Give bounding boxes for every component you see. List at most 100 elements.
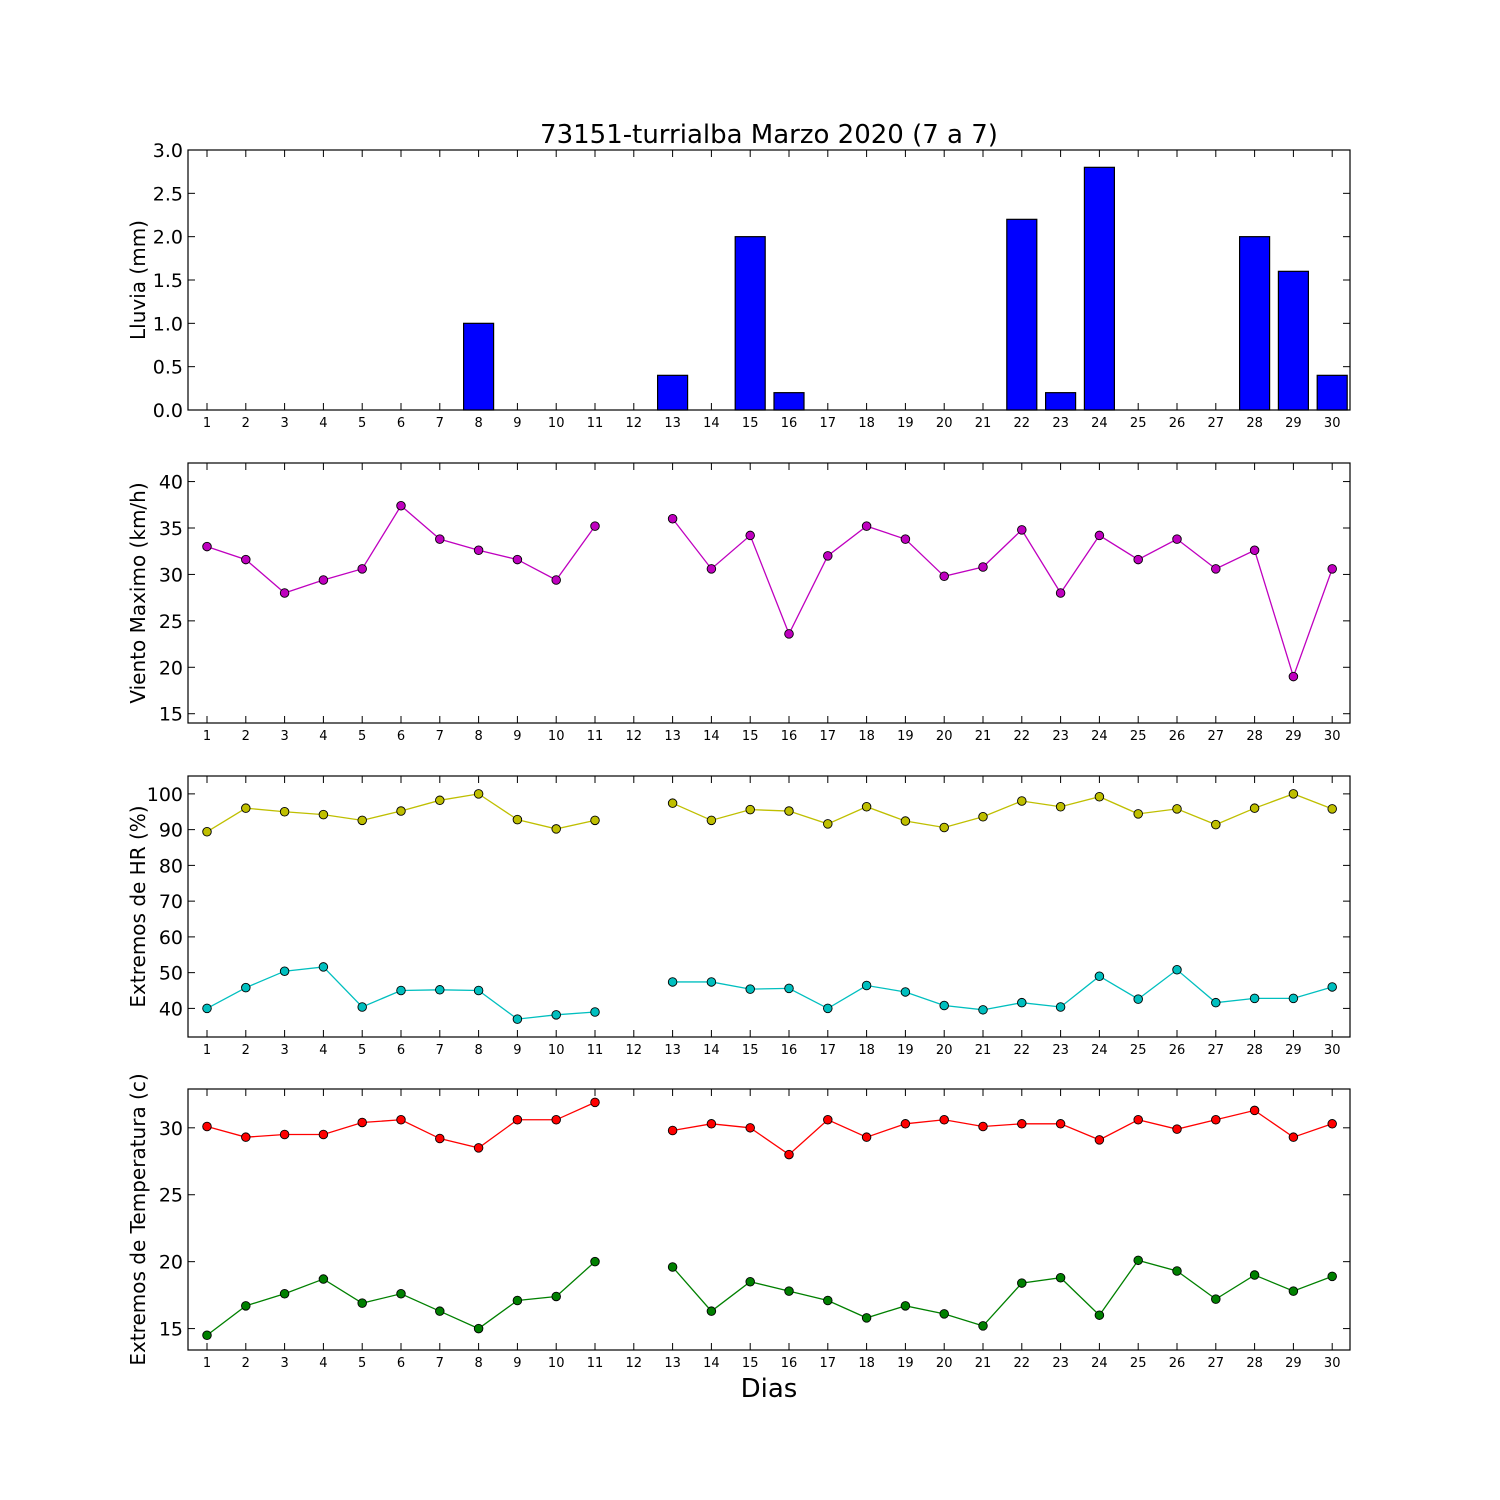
- x-tick-label: 21: [975, 729, 992, 744]
- x-tick-label: 7: [436, 729, 444, 744]
- data-point: [1211, 1294, 1221, 1304]
- data-point: [241, 1301, 251, 1311]
- data-point: [1327, 1119, 1337, 1129]
- x-tick-label: 15: [742, 729, 759, 744]
- data-point: [396, 1289, 406, 1299]
- data-point: [939, 1309, 949, 1319]
- y-axis-label: Viento Maximo (km/h): [126, 482, 150, 703]
- x-tick-label: 9: [513, 1043, 521, 1058]
- data-point: [1211, 819, 1221, 830]
- data-point: [1249, 803, 1260, 813]
- bar: [463, 322, 495, 411]
- x-tick-label: 1: [203, 729, 211, 744]
- x-tick-label: 26: [1169, 1356, 1186, 1371]
- data-point: [202, 541, 212, 552]
- data-point: [241, 982, 251, 993]
- x-tick-label: 13: [664, 416, 681, 431]
- x-tick-label: 12: [626, 1043, 643, 1058]
- data-point: [318, 1129, 329, 1140]
- y-axis-label: Extremos de Temperatura (c): [126, 1073, 150, 1365]
- data-point: [435, 1133, 445, 1144]
- plot-frame: [187, 149, 1351, 411]
- y-tick-label: 50: [159, 963, 183, 985]
- data-point: [861, 1132, 872, 1142]
- data-point: [823, 1003, 833, 1014]
- x-tick-label: 12: [626, 416, 643, 431]
- x-tick-label: 1: [203, 1043, 211, 1058]
- x-tick-label: 13: [664, 1043, 681, 1058]
- data-point: [1288, 1286, 1299, 1296]
- data-point: [667, 1125, 678, 1136]
- x-tick-label: 1: [203, 416, 211, 431]
- data-point: [357, 1117, 367, 1128]
- data-point: [978, 562, 988, 572]
- data-point: [823, 1295, 833, 1306]
- x-tick-label: 20: [936, 729, 953, 744]
- data-point: [1133, 1115, 1143, 1125]
- data-point: [1055, 1119, 1066, 1129]
- y-tick-label: 3.0: [153, 140, 183, 162]
- x-tick-label: 6: [397, 729, 405, 744]
- data-point: [745, 1123, 755, 1133]
- x-tick-label: 26: [1169, 1043, 1186, 1058]
- x-tick-label: 23: [1052, 1043, 1069, 1058]
- y-tick-label: 20: [159, 657, 183, 679]
- x-tick-label: 29: [1285, 1043, 1302, 1058]
- series-line: [206, 1101, 596, 1149]
- data-point: [706, 1119, 717, 1129]
- data-point: [1055, 1272, 1066, 1283]
- x-tick-label: 25: [1130, 729, 1147, 744]
- x-tick-label: 19: [897, 416, 914, 431]
- x-tick-label: 5: [358, 1043, 366, 1058]
- x-tick-label: 21: [975, 416, 992, 431]
- y-tick-label: 30: [159, 1118, 183, 1140]
- x-tick-label: 21: [975, 1356, 992, 1371]
- x-tick-label: 16: [781, 1043, 798, 1058]
- x-tick-label: 29: [1285, 729, 1302, 744]
- x-tick-label: 9: [513, 416, 521, 431]
- data-point: [978, 812, 988, 822]
- x-tick-label: 17: [820, 729, 837, 744]
- data-point: [396, 985, 406, 996]
- x-tick-label: 30: [1324, 416, 1341, 431]
- data-point: [202, 1121, 212, 1132]
- data-point: [512, 1295, 523, 1306]
- x-tick-label: 17: [820, 1043, 837, 1058]
- data-point: [861, 801, 872, 812]
- data-point: [745, 530, 755, 541]
- x-tick-label: 6: [397, 1043, 405, 1058]
- x-tick-label: 24: [1091, 729, 1108, 744]
- data-point: [357, 564, 367, 574]
- x-tick-label: 11: [587, 1356, 604, 1371]
- x-tick-label: 18: [858, 1043, 875, 1058]
- x-tick-label: 24: [1091, 1043, 1108, 1058]
- data-point: [318, 1274, 329, 1284]
- x-tick-label: 23: [1052, 416, 1069, 431]
- data-point: [978, 1321, 988, 1331]
- y-tick-label: 20: [159, 1252, 183, 1274]
- data-point: [978, 1005, 988, 1015]
- x-tick-label: 16: [781, 1356, 798, 1371]
- x-tick-label: 22: [1014, 1356, 1031, 1371]
- x-tick-label: 2: [242, 729, 250, 744]
- x-tick-label: 15: [742, 1356, 759, 1371]
- x-tick-label: 7: [436, 1043, 444, 1058]
- data-point: [861, 980, 872, 991]
- data-point: [784, 629, 794, 639]
- x-tick-label: 10: [548, 729, 565, 744]
- x-tick-label: 7: [436, 1356, 444, 1371]
- x-tick-label: 18: [858, 729, 875, 744]
- x-tick-label: 23: [1052, 729, 1069, 744]
- x-tick-label: 10: [548, 1043, 565, 1058]
- data-point: [784, 983, 794, 994]
- data-point: [1288, 671, 1299, 682]
- y-tick-label: 25: [159, 611, 183, 633]
- x-tick-label: 27: [1208, 416, 1225, 431]
- x-tick-label: 20: [936, 1356, 953, 1371]
- x-tick-label: 25: [1130, 416, 1147, 431]
- data-point: [1094, 1310, 1105, 1320]
- y-tick-label: 80: [159, 855, 183, 877]
- x-tick-label: 14: [703, 416, 720, 431]
